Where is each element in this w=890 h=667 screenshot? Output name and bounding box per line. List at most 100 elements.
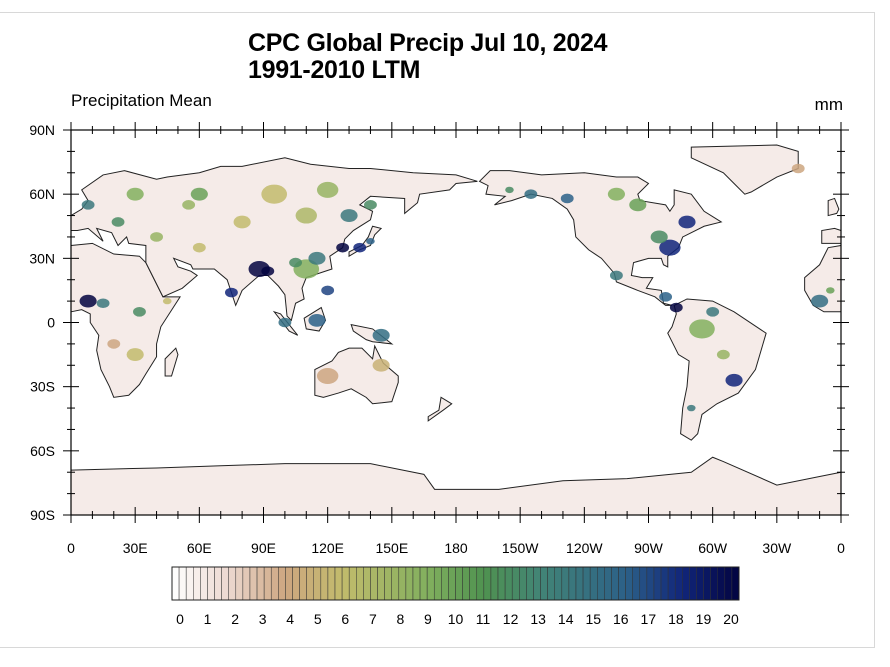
colorbar-swatch xyxy=(285,566,293,601)
precip-cell xyxy=(261,184,288,204)
precip-cell xyxy=(366,238,375,245)
colorbar-swatch xyxy=(426,566,435,601)
title-line-2: 1991-2010 LTM xyxy=(248,56,421,84)
lon-label: 120W xyxy=(566,540,603,556)
lon-label: 0 xyxy=(67,540,75,556)
colorbar-swatch xyxy=(334,566,343,601)
colorbar-swatch xyxy=(632,566,641,601)
colorbar-swatch xyxy=(377,566,385,601)
colorbar-label: 17 xyxy=(641,611,657,627)
colorbar-label: 3 xyxy=(259,611,267,627)
colorbar-swatch xyxy=(292,566,300,601)
colorbar-swatch xyxy=(682,566,690,601)
precip-cell xyxy=(111,217,125,227)
landmass-madagascar xyxy=(164,347,179,377)
colorbar-swatch xyxy=(511,566,520,601)
colorbar-swatch xyxy=(710,566,718,601)
precip-cell xyxy=(278,317,292,328)
colorbar-swatch xyxy=(299,566,307,601)
colorbar-label: 8 xyxy=(397,611,405,627)
precip-cell xyxy=(162,297,172,305)
colorbar-swatch xyxy=(689,566,697,601)
precip-cell xyxy=(524,189,538,199)
colorbar-swatch xyxy=(554,566,563,601)
colorbar-label: 13 xyxy=(530,611,546,627)
colorbar-label: 11 xyxy=(476,611,491,627)
precip-cell xyxy=(716,349,730,360)
lat-label: 60S xyxy=(30,443,55,459)
colorbar-swatch xyxy=(441,566,449,601)
lon-label: 150W xyxy=(502,540,539,556)
colorbar-swatch xyxy=(575,566,584,601)
lon-label: 30W xyxy=(762,540,792,556)
precip-cell xyxy=(629,198,647,212)
colorbar-swatch xyxy=(504,566,513,601)
colorbar-swatch xyxy=(256,566,265,601)
precip-cell xyxy=(126,348,144,361)
colorbar-swatch xyxy=(313,566,322,601)
colorbar-swatch xyxy=(207,566,215,601)
figure-frame xyxy=(0,12,875,648)
landmass-britain xyxy=(827,197,840,217)
colorbar-label: 9 xyxy=(424,611,432,627)
colorbar-swatch xyxy=(391,566,400,601)
precip-cell xyxy=(725,373,743,387)
colorbar-swatch xyxy=(370,566,378,601)
lon-label: 60E xyxy=(187,540,212,556)
precip-cell xyxy=(372,358,390,372)
colorbar-label: 5 xyxy=(314,611,322,627)
colorbar-swatch xyxy=(547,566,555,601)
precip-cell xyxy=(289,257,303,268)
colorbar-swatch xyxy=(589,566,598,601)
lon-label: 30E xyxy=(123,540,148,556)
colorbar-swatch xyxy=(674,566,683,601)
lat-label: 30S xyxy=(30,379,55,395)
colorbar-swatch xyxy=(278,566,286,601)
colorbar-swatch xyxy=(363,566,371,601)
colorbar-swatch xyxy=(242,566,251,601)
landmass-eurasia xyxy=(70,157,478,322)
precip-cell xyxy=(308,313,326,327)
precip-cell xyxy=(79,294,97,308)
precip-cell xyxy=(650,230,668,244)
precip-cell xyxy=(182,200,196,210)
precip-cell xyxy=(295,207,317,224)
colorbar-swatch xyxy=(646,566,655,601)
precip-cell xyxy=(261,266,275,276)
plot-title: CPC Global Precip Jul 10, 2024 1991-2010… xyxy=(248,30,608,84)
precip-cell xyxy=(190,187,208,201)
colorbar-swatch xyxy=(568,566,577,601)
colorbar-label: 15 xyxy=(585,611,601,627)
colorbar-swatch xyxy=(724,566,733,601)
colorbar-swatch xyxy=(228,566,237,601)
colorbar-swatch xyxy=(341,566,350,601)
colorbar-label: 6 xyxy=(341,611,349,627)
precip-cell xyxy=(321,285,335,296)
units-label: mm xyxy=(814,95,843,114)
colorbar-label: 10 xyxy=(448,611,464,627)
colorbar-label: 18 xyxy=(668,611,684,627)
colorbar-label: 1 xyxy=(204,611,212,627)
colorbar-swatch xyxy=(703,566,711,601)
colorbar-border xyxy=(171,566,740,601)
lon-label: 60W xyxy=(698,540,728,556)
colorbar-swatch xyxy=(660,566,669,601)
precip-layer xyxy=(79,163,835,412)
precip-cell xyxy=(689,319,715,339)
precip-cell xyxy=(316,181,339,198)
lon-label: 90E xyxy=(251,540,276,556)
precip-cell xyxy=(811,294,829,308)
land-layer xyxy=(70,144,842,516)
colorbar-swatch xyxy=(611,566,619,601)
colorbar-swatch xyxy=(384,566,392,601)
axes: 90N 60N 30N 0 30S 60S 90S 0 30E 60E 90E 120E 150E 180… xyxy=(29,122,849,556)
colorbar-swatch xyxy=(731,566,740,601)
colorbar-swatch xyxy=(185,566,194,601)
colorbar-swatch xyxy=(519,566,527,601)
colorbar-swatch xyxy=(639,566,648,601)
colorbar-swatch xyxy=(653,566,662,601)
colorbar-swatch xyxy=(497,566,506,601)
colorbar-swatch xyxy=(469,566,478,601)
precip-cell xyxy=(364,200,377,210)
precip-cell xyxy=(224,287,238,298)
